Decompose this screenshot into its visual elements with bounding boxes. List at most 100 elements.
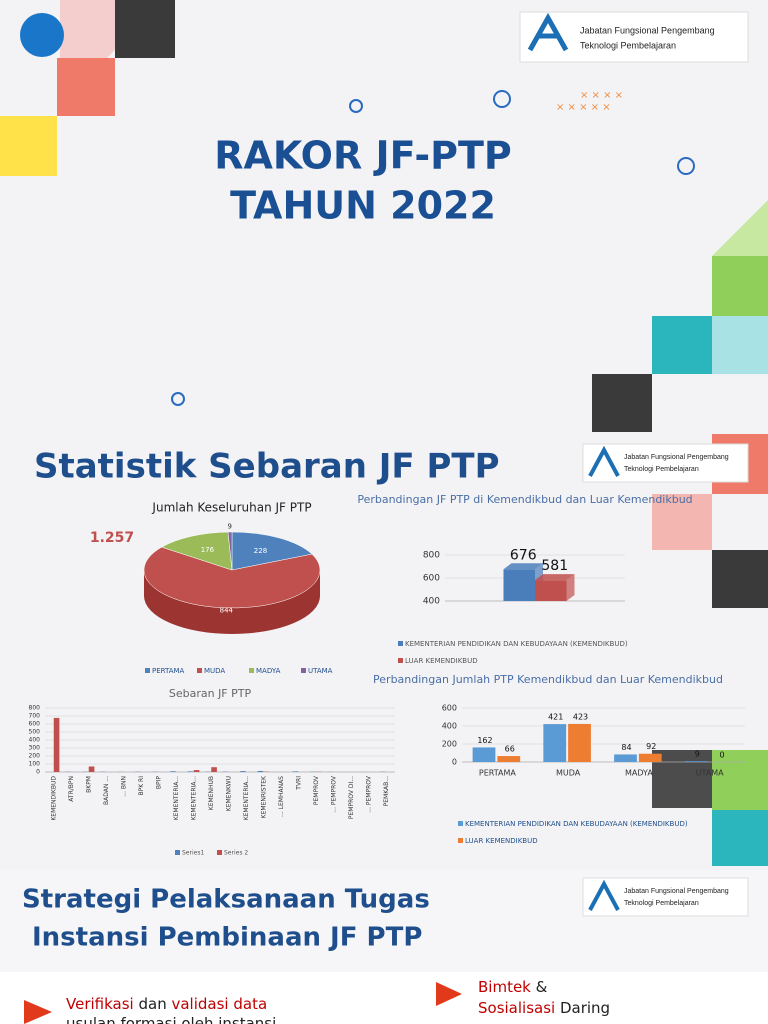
pie-slice [161, 531, 233, 571]
y-tick-label: 700 [29, 713, 41, 720]
legend-label: KEMENTERIAN PENDIDIKAN DAN KEBUDAYAAN (K… [465, 820, 688, 828]
y-tick-label: 0 [36, 769, 40, 776]
bar-top [535, 574, 575, 581]
legend-swatch [458, 838, 463, 843]
x-tick-label: MUDA [556, 769, 581, 778]
y-tick-label: 600 [442, 704, 457, 713]
bar [497, 756, 521, 762]
data-label: 9 [695, 750, 700, 759]
bar [88, 766, 95, 772]
bullet: Bimtek & [478, 978, 548, 996]
legend-swatch [398, 658, 403, 663]
x-tick-label: PEMKAB... [383, 776, 390, 806]
x-tick-label: ... LEMHANAS [278, 776, 285, 817]
bar [193, 770, 200, 772]
data-label: 844 [220, 607, 234, 615]
bullet: usulan formasi oleh instansi [66, 1015, 276, 1024]
legend-swatch [217, 850, 222, 855]
legend-label: LUAR KEMENDIKBUD [465, 837, 538, 845]
data-label: 581 [541, 558, 568, 574]
legend-label: KEMENTERIAN PENDIDIKAN DAN KEBUDAYAAN (K… [405, 640, 628, 648]
x-tick-label: ... PEMPROV [330, 775, 337, 813]
legend-label: UTAMA [308, 667, 333, 675]
chart-title: Sebaran JF PTP [169, 687, 252, 700]
y-tick-label: 300 [29, 745, 41, 752]
bullet-part: & [531, 978, 548, 996]
y-tick-label: 800 [423, 551, 440, 561]
x-tick-label: KEMENTERIA... [190, 776, 197, 820]
data-label: 92 [646, 742, 656, 751]
data-label: 176 [201, 546, 215, 554]
y-tick-label: 600 [423, 574, 440, 584]
x-tick-label: ATR/BPN [68, 776, 75, 802]
logo-text: Teknologi Pembelajaran [624, 466, 699, 473]
y-tick-label: 400 [423, 597, 440, 607]
x-tick-label: BPK RI [138, 776, 145, 796]
legend-swatch [398, 641, 403, 646]
x-tick-label: BADAN ... [103, 776, 110, 805]
y-tick-label: 100 [29, 761, 41, 768]
data-label: 421 [548, 713, 563, 722]
logo-text: Teknologi Pembelajaran [580, 40, 676, 50]
y-tick-label: 500 [29, 729, 41, 736]
x-tick-label: KEMENRISTEK [260, 775, 267, 818]
bar [170, 771, 176, 772]
chart-title: Perbandingan JF PTP di Kemendikbud dan L… [357, 493, 692, 506]
x-tick-label: BKPM [85, 776, 92, 793]
pie-side [144, 570, 320, 634]
bar [614, 754, 637, 762]
x-tick-label: MADYA [625, 769, 653, 778]
data-label: 228 [254, 547, 267, 555]
data-label: 9 [227, 522, 231, 530]
pie-slice [231, 531, 313, 571]
cover-title: RAKOR JF-PTP [214, 134, 512, 178]
bullet: Sosialisasi Daring [478, 999, 610, 1017]
bar [292, 771, 299, 772]
y-tick-label: 0 [452, 758, 457, 767]
x-tick-label: TVRI [295, 776, 302, 791]
bar [472, 747, 496, 762]
chart-title: Perbandingan Jumlah PTP Kemendikbud dan … [373, 673, 723, 686]
legend-swatch [175, 850, 180, 855]
bullet-part: Verifikasi [66, 995, 134, 1013]
bar [187, 771, 194, 772]
cover-title: TAHUN 2022 [230, 184, 496, 228]
logo-text: Jabatan Fungsional Pengembang [624, 888, 729, 895]
x-tick-label: ... BNN [120, 776, 127, 797]
logo-text: Jabatan Fungsional Pengembang [580, 25, 715, 35]
x-tick-label: BPIP [155, 776, 162, 790]
y-tick-label: 400 [29, 737, 41, 744]
svg-text:× × × ×: × × × × [580, 90, 623, 101]
y-tick-label: 600 [29, 721, 41, 728]
logo-text: Jabatan Fungsional Pengembang [624, 454, 729, 461]
bar-depth [566, 574, 575, 601]
y-tick-label: 400 [442, 722, 457, 731]
legend-swatch [197, 668, 202, 673]
bullet: Verifikasi dan validasi data [66, 995, 267, 1013]
bar [240, 771, 246, 772]
x-tick-label: UTAMA [696, 769, 724, 778]
bar [535, 580, 567, 601]
legend-swatch [249, 668, 254, 673]
bullet-part: validasi data [171, 995, 267, 1013]
y-tick-label: 800 [29, 705, 41, 712]
bullet-part: Sosialisasi [478, 999, 555, 1017]
x-tick-label: KEMENHUB [208, 776, 215, 810]
svg-text:× × × × ×: × × × × × [556, 102, 611, 113]
logo-text: Teknologi Pembelajaran [624, 900, 699, 907]
bar [568, 723, 591, 762]
x-tick-label: KEMENTERIA... [243, 776, 250, 820]
section-title: Instansi Pembinaan JF PTP [32, 923, 422, 953]
bar-top [503, 563, 543, 570]
legend-label: MADYA [256, 667, 281, 675]
annotation: 1.257 [90, 530, 134, 546]
bar [543, 724, 567, 762]
legend-label: Series1 [182, 850, 204, 857]
x-tick-label: KEMENTERIA... [173, 776, 180, 820]
legend-swatch [145, 668, 150, 673]
data-label: 423 [573, 712, 588, 721]
legend-label: LUAR KEMENDIKBUD [405, 657, 478, 665]
bullet-part: Daring [555, 999, 610, 1017]
